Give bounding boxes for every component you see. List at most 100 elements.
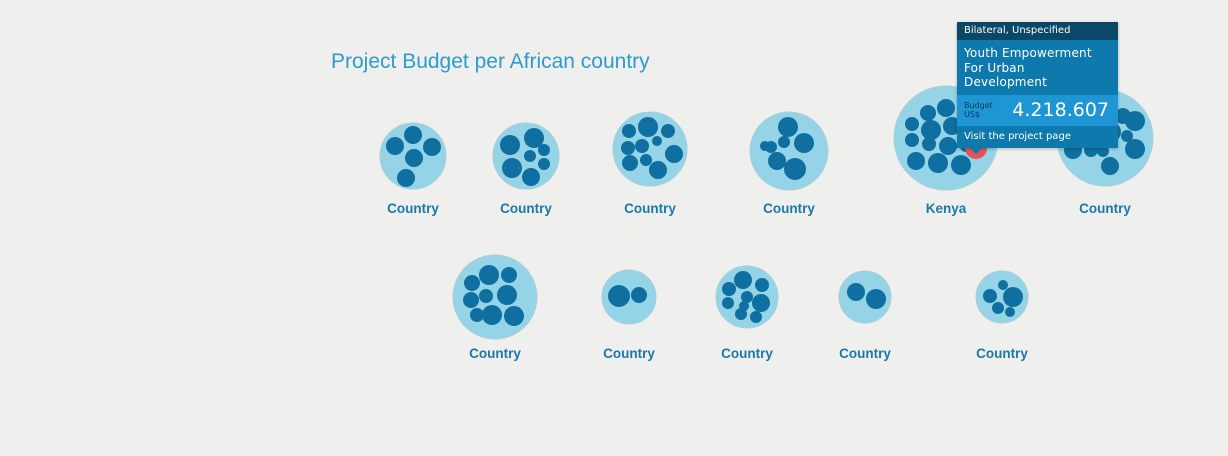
- tooltip-title-line1: Youth Empowerment: [964, 46, 1092, 60]
- project-bubble[interactable]: [847, 283, 865, 301]
- project-bubble[interactable]: [755, 278, 769, 292]
- project-bubble[interactable]: [479, 289, 493, 303]
- project-bubble[interactable]: [992, 302, 1004, 314]
- tooltip-pointer: [970, 147, 982, 154]
- country-label: Country: [721, 346, 773, 361]
- project-bubble[interactable]: [479, 265, 499, 285]
- project-bubble[interactable]: [905, 133, 919, 147]
- project-bubble[interactable]: [983, 289, 997, 303]
- project-bubble[interactable]: [622, 124, 636, 138]
- country-group[interactable]: Country: [975, 270, 1029, 361]
- project-bubble[interactable]: [937, 99, 955, 117]
- project-bubble[interactable]: [752, 294, 770, 312]
- project-bubble[interactable]: [784, 158, 806, 180]
- project-bubble[interactable]: [739, 301, 749, 311]
- project-bubble[interactable]: [621, 141, 635, 155]
- project-bubble[interactable]: [504, 306, 524, 326]
- project-bubble[interactable]: [524, 150, 536, 162]
- country-bubble[interactable]: [749, 111, 829, 191]
- visit-project-link[interactable]: Visit the project page: [957, 125, 1118, 148]
- project-bubble[interactable]: [951, 155, 971, 175]
- project-bubble[interactable]: [665, 145, 683, 163]
- project-bubble[interactable]: [920, 105, 936, 121]
- project-bubble[interactable]: [404, 126, 422, 144]
- project-bubble[interactable]: [652, 136, 662, 146]
- project-bubble[interactable]: [464, 275, 480, 291]
- tooltip-title-line2: For Urban Development: [964, 60, 1047, 90]
- project-bubble[interactable]: [1005, 307, 1015, 317]
- project-bubble[interactable]: [1125, 111, 1145, 131]
- project-bubble[interactable]: [1101, 157, 1119, 175]
- country-label: Country: [603, 346, 655, 361]
- country-group[interactable]: Country: [612, 111, 688, 216]
- country-label: Country: [500, 201, 552, 216]
- project-bubble[interactable]: [1125, 139, 1145, 159]
- country-bubble[interactable]: [975, 270, 1029, 324]
- project-bubble[interactable]: [928, 153, 948, 173]
- project-bubble[interactable]: [649, 161, 667, 179]
- project-bubble[interactable]: [631, 287, 647, 303]
- project-bubble[interactable]: [734, 271, 752, 289]
- project-bubble[interactable]: [640, 154, 652, 166]
- project-bubble[interactable]: [524, 128, 544, 148]
- project-bubble[interactable]: [501, 267, 517, 283]
- project-bubble[interactable]: [405, 149, 423, 167]
- project-bubble[interactable]: [538, 144, 550, 156]
- project-bubble[interactable]: [423, 138, 441, 156]
- project-bubble[interactable]: [1097, 145, 1109, 157]
- project-bubble[interactable]: [722, 282, 736, 296]
- project-bubble[interactable]: [638, 117, 658, 137]
- country-group[interactable]: Country: [492, 122, 560, 216]
- country-label: Country: [624, 201, 676, 216]
- project-bubble[interactable]: [794, 133, 814, 153]
- tooltip-budget-label: Budget US$: [964, 101, 993, 119]
- project-bubble[interactable]: [497, 285, 517, 305]
- project-bubble[interactable]: [482, 305, 502, 325]
- tooltip-project-title: Youth Empowerment For Urban Development: [957, 40, 1118, 95]
- project-bubble[interactable]: [538, 158, 550, 170]
- project-bubble[interactable]: [522, 168, 540, 186]
- project-bubble[interactable]: [905, 117, 919, 131]
- project-bubble[interactable]: [1121, 130, 1133, 142]
- project-bubble[interactable]: [943, 117, 961, 135]
- project-bubble[interactable]: [386, 137, 404, 155]
- project-bubble[interactable]: [1003, 287, 1023, 307]
- project-bubble[interactable]: [463, 292, 479, 308]
- country-group[interactable]: Country: [715, 265, 779, 361]
- project-bubble[interactable]: [778, 117, 798, 137]
- project-bubble[interactable]: [921, 120, 941, 140]
- project-bubble[interactable]: [502, 158, 522, 178]
- country-label: Country: [763, 201, 815, 216]
- project-bubble[interactable]: [907, 152, 925, 170]
- country-group[interactable]: Country: [452, 254, 538, 361]
- project-bubble[interactable]: [760, 141, 770, 151]
- tooltip-budget-value: 4.218.607: [1012, 98, 1109, 121]
- country-group[interactable]: Country: [379, 122, 447, 216]
- country-label: Kenya: [926, 201, 967, 216]
- tooltip-category: Bilateral, Unspecified: [957, 22, 1118, 40]
- country-label: Country: [469, 346, 521, 361]
- country-group[interactable]: Country: [838, 270, 892, 361]
- project-bubble[interactable]: [622, 155, 638, 171]
- project-bubble[interactable]: [768, 152, 786, 170]
- project-bubble[interactable]: [741, 291, 753, 303]
- country-group[interactable]: Country: [749, 111, 829, 216]
- project-bubble[interactable]: [635, 139, 649, 153]
- tooltip-budget-label-line2: US$: [964, 109, 981, 119]
- country-group[interactable]: Country: [601, 269, 657, 361]
- project-bubble[interactable]: [722, 297, 734, 309]
- project-bubble[interactable]: [750, 311, 762, 323]
- project-bubble[interactable]: [500, 135, 520, 155]
- country-label: Country: [839, 346, 891, 361]
- project-bubble[interactable]: [778, 136, 790, 148]
- project-bubble[interactable]: [470, 308, 484, 322]
- project-bubble[interactable]: [866, 289, 886, 309]
- country-label: Country: [387, 201, 439, 216]
- project-bubble[interactable]: [939, 137, 957, 155]
- project-bubble[interactable]: [661, 124, 675, 138]
- project-bubble[interactable]: [998, 280, 1008, 290]
- project-bubble[interactable]: [608, 285, 630, 307]
- project-bubble[interactable]: [922, 137, 936, 151]
- tooltip-budget: Budget US$ 4.218.607: [957, 94, 1118, 126]
- project-bubble[interactable]: [397, 169, 415, 187]
